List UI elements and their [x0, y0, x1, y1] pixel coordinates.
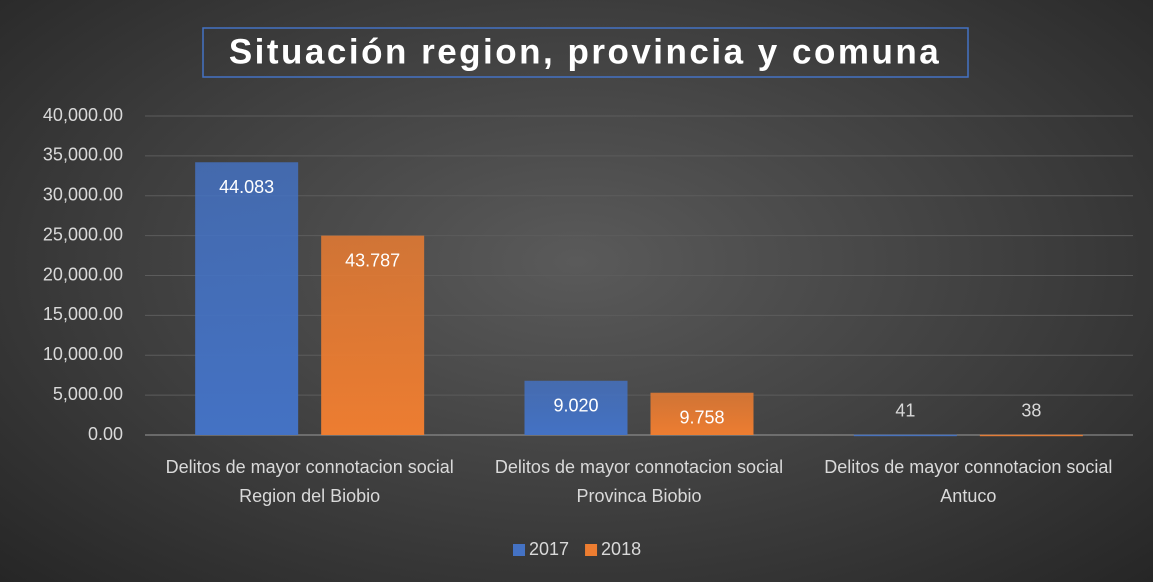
bar [321, 235, 425, 435]
y-tick-label: 0.00 [88, 424, 123, 444]
data-label: 38 [1021, 400, 1041, 420]
x-tick-label: Delitos de mayor connotacion social Prov… [494, 457, 784, 506]
data-label: 41 [895, 400, 915, 420]
data-label: 9.020 [553, 396, 598, 416]
y-tick-label: 25,000.00 [43, 224, 123, 244]
chart-title: Situación region, provincia y comuna [229, 32, 941, 71]
y-tick-label: 20,000.00 [43, 264, 123, 284]
y-tick-label: 30,000.00 [43, 185, 123, 205]
y-tick-label: 40,000.00 [43, 105, 123, 125]
bar [195, 162, 299, 435]
y-tick-label: 15,000.00 [43, 304, 123, 324]
title-box [202, 27, 969, 78]
data-label: 44.083 [219, 177, 274, 197]
x-tick-label: Delitos de mayor connotacion social Regi… [165, 457, 454, 506]
y-tick-label: 35,000.00 [43, 145, 123, 165]
legend-label: 2018 [601, 539, 641, 559]
legend-swatch [585, 544, 598, 556]
legend-label: 2017 [529, 539, 569, 559]
y-tick-label: 5,000.00 [53, 384, 123, 404]
bar [979, 434, 1083, 437]
data-label: 9.758 [679, 407, 724, 427]
y-tick-label: 10,000.00 [43, 344, 123, 364]
data-label: 43.787 [345, 250, 400, 270]
bar [524, 380, 628, 435]
x-tick-label: Delitos de mayor connotacion social Antu… [824, 457, 1113, 506]
bar [650, 392, 754, 435]
legend-swatch [513, 544, 525, 556]
bar [853, 434, 957, 437]
